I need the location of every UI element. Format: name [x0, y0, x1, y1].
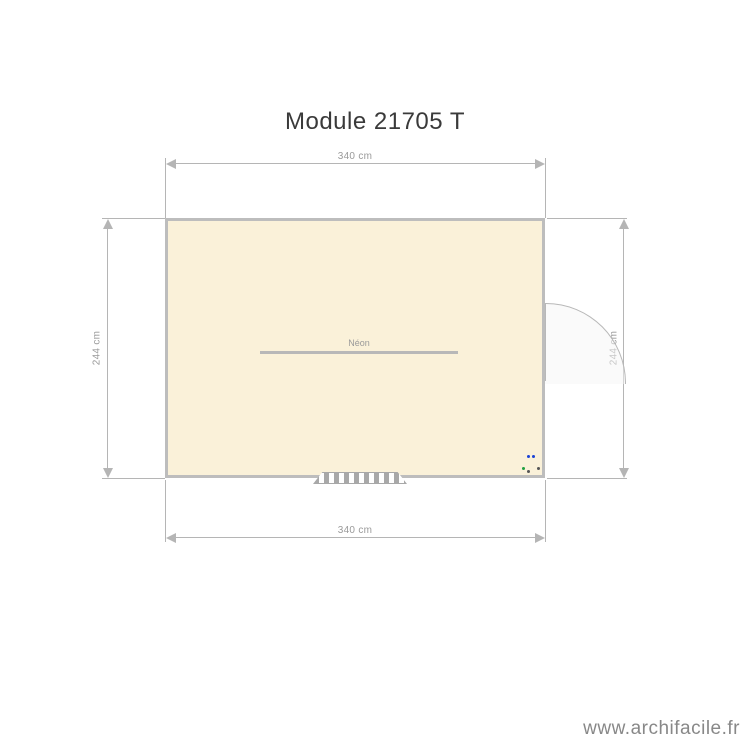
dim-left-label: 244 cm: [92, 331, 103, 366]
dim-left-arrow-down: [103, 468, 113, 478]
watermark-text: www.archifacile.fr: [583, 718, 740, 740]
dim-right-arrow-down: [619, 468, 629, 478]
neon-label: Néon: [260, 338, 458, 348]
entrance-step: [313, 472, 407, 484]
dim-bottom-line: [175, 537, 535, 538]
dim-right-arrow-up: [619, 219, 629, 229]
outlet-marker: [537, 467, 540, 470]
plan-title: Module 21705 T: [0, 108, 750, 136]
dim-top-line: [175, 163, 535, 164]
dim-left-line: [107, 228, 108, 468]
dim-left-ext-bottom: [102, 478, 165, 479]
dim-top-arrow-left: [166, 159, 176, 169]
outlet-marker: [527, 455, 530, 458]
dim-bottom-arrow-right: [535, 533, 545, 543]
neon-fixture: [260, 351, 458, 354]
dim-bottom-label: 340 cm: [338, 525, 373, 536]
dim-left-arrow-up: [103, 219, 113, 229]
door-arc: [545, 303, 626, 384]
dim-top-arrow-right: [535, 159, 545, 169]
dim-right-ext-top: [547, 218, 627, 219]
door-leaf: [545, 303, 546, 381]
room-outline: [165, 218, 545, 478]
dim-top-label: 340 cm: [338, 151, 373, 162]
floorplan-canvas: Module 21705 T 340 cm 340 cm 244 cm 244 …: [0, 0, 750, 750]
outlet-marker: [532, 455, 535, 458]
outlet-marker: [527, 470, 530, 473]
dim-right-line: [623, 228, 624, 468]
dim-right-ext-bottom: [547, 478, 627, 479]
dim-bottom-ext-right: [545, 480, 546, 542]
outlet-marker: [522, 467, 525, 470]
dim-bottom-arrow-left: [166, 533, 176, 543]
dim-top-ext-right: [545, 158, 546, 218]
